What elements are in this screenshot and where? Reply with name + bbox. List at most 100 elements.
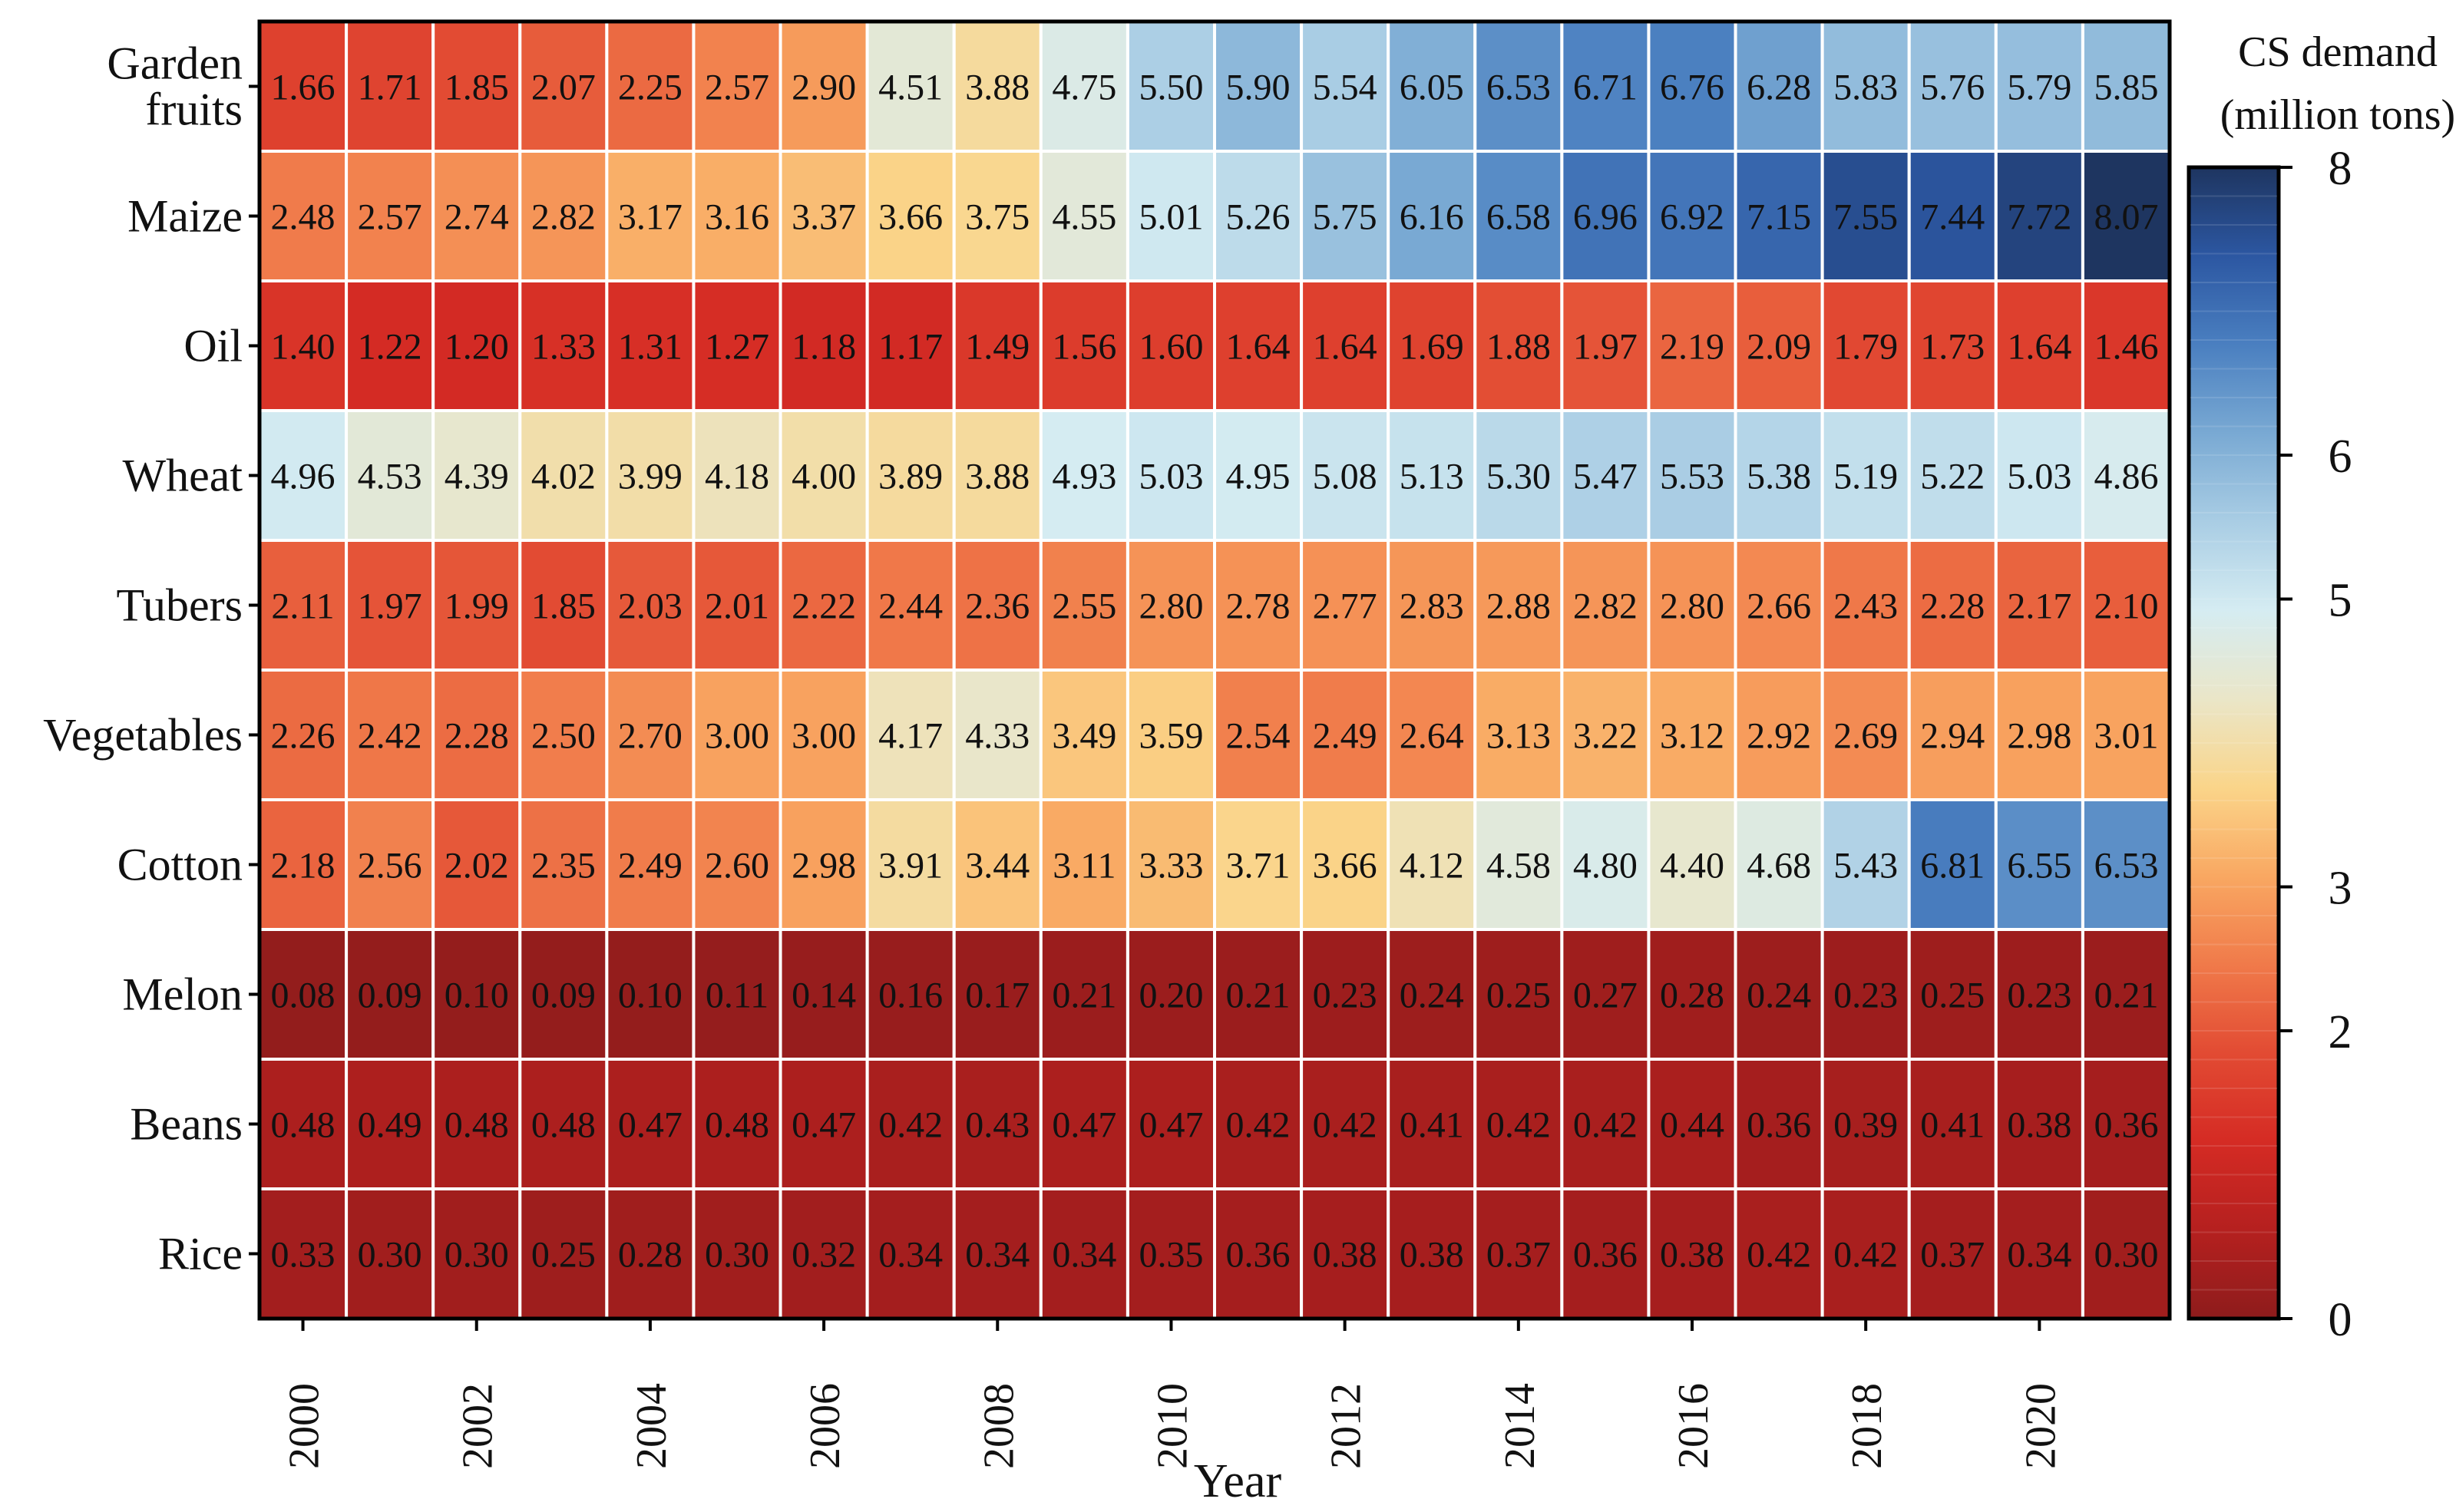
heatmap-cell <box>1734 669 1824 801</box>
cell-value-label: 5.43 <box>1833 846 1898 886</box>
heatmap-cell <box>1387 150 1477 282</box>
cell-value-label: 2.74 <box>445 197 509 238</box>
cell-value-label: 0.48 <box>531 1105 596 1146</box>
colorbar: 0 2 3 5 6 8 <box>2187 143 2352 1346</box>
row-label: Oil <box>183 321 243 371</box>
cell-value-label: 0.25 <box>1486 976 1551 1016</box>
cell-value-label: 0.47 <box>1139 1105 1203 1146</box>
cell-value-label: 4.17 <box>878 716 943 757</box>
row-label: Tubers <box>116 580 243 631</box>
cell-value-label: 0.48 <box>271 1105 336 1146</box>
cell-value-label: 0.37 <box>1920 1235 1985 1276</box>
heatmap-cell <box>1560 798 1651 931</box>
cell-value-label: 0.28 <box>618 1235 683 1276</box>
cell-value-label: 4.55 <box>1052 197 1116 238</box>
heatmap-cell <box>865 20 956 153</box>
cell-value-label: 5.90 <box>1226 68 1291 108</box>
cell-value-label: 0.25 <box>531 1235 596 1276</box>
cell-value-label: 0.42 <box>1226 1105 1291 1146</box>
cell-value-label: 7.15 <box>1747 197 1811 238</box>
cell-value-label: 2.98 <box>792 846 856 886</box>
cell-value-label: 1.31 <box>618 327 683 368</box>
cell-value-label: 2.25 <box>618 68 683 108</box>
heatmap-cell <box>1560 1187 1651 1320</box>
heatmap-cell <box>1300 1187 1390 1320</box>
cell-value-label: 0.41 <box>1400 1105 1464 1146</box>
cell-value-label: 6.16 <box>1400 197 1464 238</box>
colorbar-tick-label: 0 <box>2329 1294 2352 1346</box>
cell-value-label: 0.47 <box>1052 1105 1116 1146</box>
cell-value-label: 2.07 <box>531 68 596 108</box>
heatmap-cell <box>952 669 1043 801</box>
cell-value-label: 1.60 <box>1139 327 1203 368</box>
cell-value-label: 1.73 <box>1920 327 1985 368</box>
cell-value-label: 3.88 <box>965 68 1030 108</box>
cell-value-label: 2.82 <box>531 197 596 238</box>
cell-value-label: 0.48 <box>445 1105 509 1146</box>
cell-value-label: 5.30 <box>1486 457 1551 497</box>
x-tick-label: 2020 <box>2017 1383 2064 1469</box>
cell-value-label: 1.46 <box>2094 327 2158 368</box>
heatmap-cell <box>1213 669 1304 801</box>
cell-value-label: 0.37 <box>1486 1235 1551 1276</box>
x-tick-label: 2002 <box>455 1383 502 1469</box>
cell-value-label: 2.60 <box>705 846 769 886</box>
cell-value-label: 0.23 <box>2007 976 2071 1016</box>
heatmap-cell <box>1213 279 1304 412</box>
cell-value-label: 4.80 <box>1573 846 1638 886</box>
heatmap-cell <box>1647 1058 1737 1190</box>
cell-value-label: 4.02 <box>531 457 596 497</box>
cell-value-label: 4.40 <box>1660 846 1724 886</box>
heatmap-cell <box>692 1058 782 1190</box>
cell-value-label: 3.66 <box>1313 846 1377 886</box>
cell-value-label: 0.10 <box>618 976 683 1016</box>
row-label: fruits <box>145 84 243 135</box>
heatmap-cell <box>431 409 522 542</box>
cell-value-label: 2.66 <box>1747 586 1811 627</box>
heatmap-cell <box>865 539 956 672</box>
heatmap-cell <box>1300 409 1390 542</box>
cell-value-label: 2.19 <box>1660 327 1724 368</box>
cell-value-label: 6.53 <box>2094 846 2158 886</box>
cell-value-label: 5.76 <box>1920 68 1985 108</box>
cell-value-label: 0.09 <box>531 976 596 1016</box>
heatmap-cell <box>431 928 522 1061</box>
heatmap-cell <box>1126 539 1216 672</box>
x-tick-label: 2018 <box>1843 1383 1891 1469</box>
cell-value-label: 1.99 <box>445 586 509 627</box>
cell-value-label: 7.72 <box>2007 197 2071 238</box>
heatmap-cell <box>778 539 869 672</box>
heatmap-cell <box>1126 1058 1216 1190</box>
heatmap-cell-labels: 1.66 1.71 1.85 2.07 2.25 2.57 2.90 4.51 3.88 4.75… <box>271 68 2159 1276</box>
heatmap-cell <box>1126 669 1216 801</box>
heatmap-cell <box>1820 1187 1911 1320</box>
cell-value-label: 0.38 <box>2007 1105 2071 1146</box>
cell-value-label: 2.44 <box>878 586 943 627</box>
row-label: Rice <box>158 1229 243 1279</box>
heatmap-cell <box>778 798 869 931</box>
cell-value-label: 1.56 <box>1052 327 1116 368</box>
heatmap-cell <box>518 279 609 412</box>
x-axis-ticks: 2000 2002 2004 2006 2008 2010 2012 2014 2016 2018… <box>281 1319 2064 1469</box>
cell-value-label: 8.07 <box>2094 197 2158 238</box>
cell-value-label: 2.09 <box>1747 327 1811 368</box>
heatmap-cell <box>258 928 349 1061</box>
cell-value-label: 4.51 <box>878 68 943 108</box>
cell-value-label: 0.21 <box>1052 976 1116 1016</box>
cell-value-label: 0.42 <box>1747 1235 1811 1276</box>
cell-value-label: 1.85 <box>531 586 596 627</box>
cell-value-label: 0.47 <box>618 1105 683 1146</box>
heatmap-cell <box>1907 539 1998 672</box>
cell-value-label: 2.49 <box>1313 716 1377 757</box>
heatmap-cell <box>1647 539 1737 672</box>
cell-value-label: 2.28 <box>445 716 509 757</box>
cell-value-label: 5.75 <box>1313 197 1377 238</box>
heatmap-cell <box>1560 409 1651 542</box>
cell-value-label: 3.16 <box>705 197 769 238</box>
cell-value-label: 2.48 <box>271 197 336 238</box>
heatmap-cell <box>1560 539 1651 672</box>
heatmap-cell <box>1734 1058 1824 1190</box>
x-tick-label: 2006 <box>802 1383 849 1469</box>
cell-value-label: 2.02 <box>445 846 509 886</box>
